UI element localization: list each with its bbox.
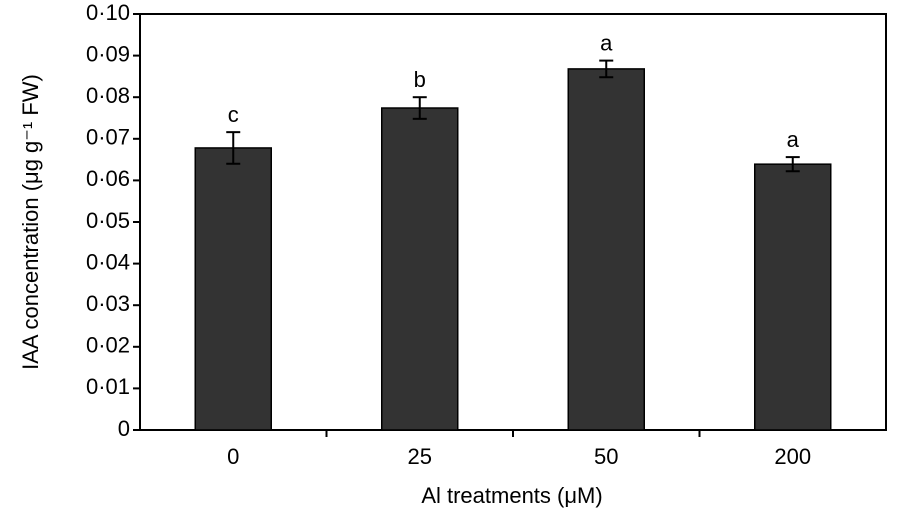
y-axis-label: IAA concentration (μg g⁻¹ FW) — [18, 74, 43, 370]
y-tick-label: 0·10 — [86, 0, 130, 25]
x-tick-label: 50 — [594, 444, 618, 469]
y-tick-label: 0·06 — [86, 166, 130, 191]
bar — [567, 68, 645, 431]
annotation: b — [414, 67, 426, 92]
y-tick-label: 0·03 — [86, 291, 130, 316]
y-tick-label: 0·05 — [86, 208, 130, 233]
y-tick-label: 0 — [118, 416, 130, 441]
y-tick-label: 0·01 — [86, 374, 130, 399]
y-tick-label: 0·07 — [86, 125, 130, 150]
y-tick-label: 0·08 — [86, 83, 130, 108]
bar — [381, 107, 459, 431]
annotation: c — [228, 102, 239, 127]
x-tick-label: 200 — [774, 444, 811, 469]
x-axis-label: Al treatments (μM) — [421, 483, 602, 508]
y-tick-label: 0·04 — [86, 249, 130, 274]
bar — [194, 147, 272, 431]
annotation: a — [787, 127, 800, 152]
annotation: a — [600, 30, 613, 55]
bar — [754, 163, 832, 431]
y-tick-label: 0·02 — [86, 333, 130, 358]
y-tick-label: 0·09 — [86, 41, 130, 66]
x-tick-label: 25 — [408, 444, 432, 469]
x-tick-label: 0 — [227, 444, 239, 469]
